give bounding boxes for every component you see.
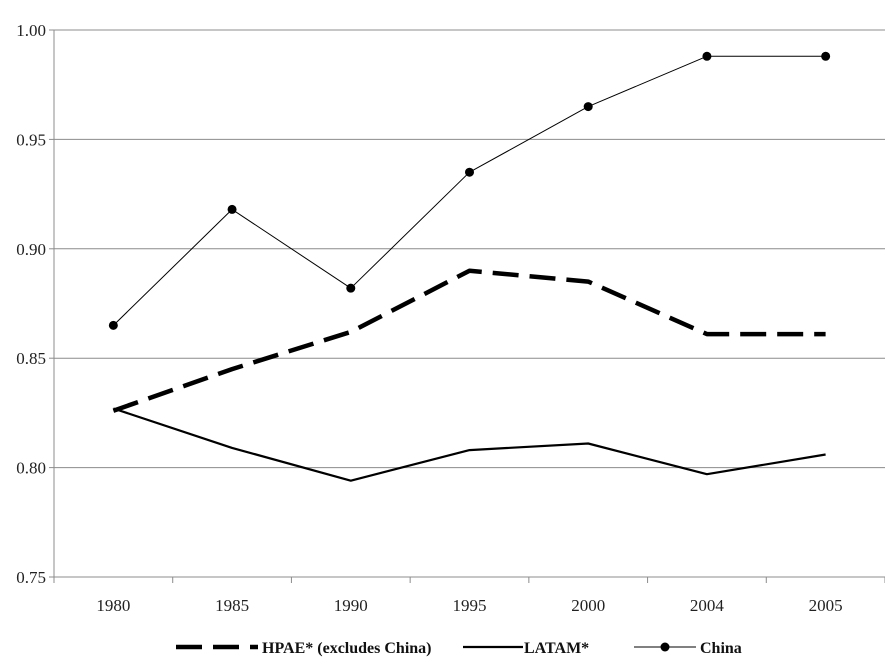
x-tick-label: 1980 xyxy=(96,596,130,615)
series-line-hpae-excludes-china xyxy=(112,268,826,413)
y-tick-label: 1.00 xyxy=(16,21,46,40)
legend-label-hpae-excludes-china: HPAE* (excludes China) xyxy=(262,640,431,657)
x-tick-label: 2004 xyxy=(690,596,725,615)
y-tick-label: 0.90 xyxy=(16,240,46,259)
data-point xyxy=(465,167,474,177)
data-point xyxy=(227,204,237,214)
data-point xyxy=(108,320,118,330)
y-tick-label: 0.80 xyxy=(16,459,46,478)
legend: HPAE* (excludes China) LATAM* China xyxy=(176,640,742,657)
x-axis-tick-labels: 1980 1985 1990 1995 2000 2004 2005 xyxy=(96,596,842,615)
legend-label-latam: LATAM* xyxy=(524,640,589,657)
y-tick-label: 0.75 xyxy=(16,568,46,587)
series-line-latam xyxy=(113,407,826,482)
x-tick-label: 1995 xyxy=(453,596,487,615)
x-tick-label: 2000 xyxy=(571,596,605,615)
data-point xyxy=(583,102,593,112)
x-tick-label: 1985 xyxy=(215,596,249,615)
data-point xyxy=(702,51,712,61)
y-axis-tick-labels: 0.75 0.80 0.85 0.90 0.95 1.00 xyxy=(16,21,46,587)
data-point xyxy=(346,283,356,293)
y-tick-label: 0.95 xyxy=(16,130,46,149)
series-markers xyxy=(108,51,831,330)
axes xyxy=(49,29,885,583)
legend-marker xyxy=(660,642,670,652)
y-tick-label: 0.85 xyxy=(16,349,46,368)
legend-label-china: China xyxy=(700,640,742,657)
x-tick-label: 1990 xyxy=(334,596,368,615)
x-tick-label: 2005 xyxy=(809,596,843,615)
data-point xyxy=(821,51,831,61)
